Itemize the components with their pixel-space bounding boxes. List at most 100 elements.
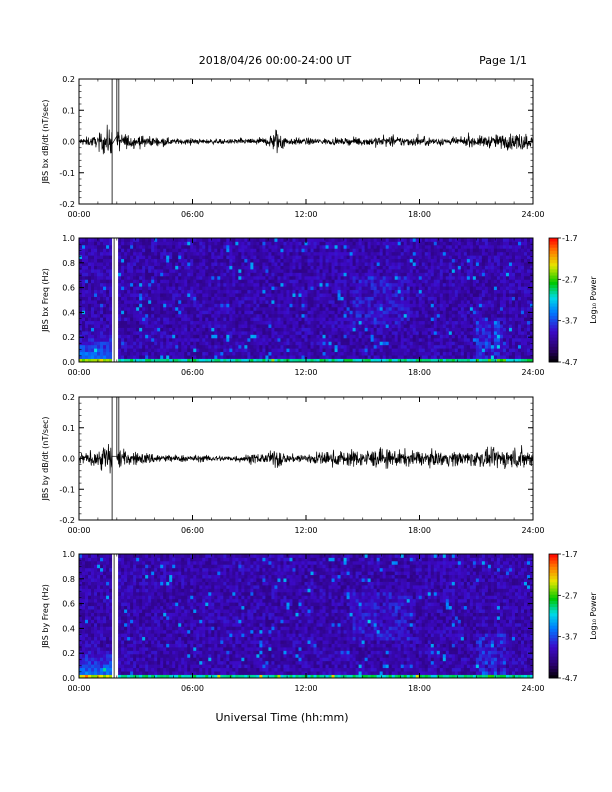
spectrogram-cell bbox=[376, 358, 381, 363]
spectrogram-cell bbox=[187, 286, 191, 291]
spectrogram-cell bbox=[148, 251, 152, 256]
spectrogram-cell bbox=[256, 296, 260, 301]
spectrogram-cell bbox=[190, 355, 194, 359]
spectrogram-cell bbox=[361, 258, 366, 263]
spectrogram-cell bbox=[262, 238, 266, 242]
spectrogram-cell bbox=[376, 313, 381, 318]
spectrogram-cell bbox=[250, 331, 254, 335]
spectrogram-cell bbox=[199, 341, 203, 346]
spectrogram-cell bbox=[328, 327, 332, 332]
spectrogram-cell bbox=[298, 327, 302, 332]
spectrogram-cell bbox=[103, 248, 107, 253]
spectrogram-cell bbox=[217, 296, 221, 301]
spectrogram-cell bbox=[154, 258, 158, 263]
spectrogram-cell bbox=[340, 317, 344, 322]
spectrogram-cell bbox=[280, 238, 284, 242]
spectrogram-cell bbox=[460, 303, 465, 308]
spectrogram-cell bbox=[226, 279, 230, 284]
spectrogram-cell bbox=[286, 238, 290, 242]
spectrogram-cell bbox=[256, 275, 260, 280]
spectrogram-cell bbox=[406, 269, 411, 273]
spectrogram-cell bbox=[292, 313, 296, 318]
spectrogram-cell bbox=[268, 238, 272, 242]
spectrogram-cell bbox=[364, 244, 369, 249]
spectrogram-cell bbox=[94, 248, 98, 253]
spectrogram-cell bbox=[340, 258, 344, 263]
spectrogram-cell bbox=[454, 269, 459, 273]
spectrogram-cell bbox=[337, 313, 341, 318]
spectrogram-cell bbox=[394, 248, 399, 253]
spectrogram-cell bbox=[442, 348, 447, 353]
spectrogram-cell bbox=[268, 244, 272, 249]
spectrogram-cell bbox=[445, 279, 450, 284]
spectrogram-cell bbox=[79, 320, 83, 325]
spectrogram-cell bbox=[478, 306, 483, 311]
spectrogram-cell bbox=[220, 241, 224, 246]
spectrogram-cell bbox=[328, 317, 332, 322]
spectrogram-cell bbox=[427, 324, 432, 328]
spectrogram-cell bbox=[391, 303, 396, 308]
spectrogram-cell bbox=[196, 313, 200, 318]
spectrogram-cell bbox=[331, 358, 335, 363]
spectrogram-cell bbox=[247, 258, 251, 263]
spectrogram-cell bbox=[364, 258, 369, 263]
spectrogram-cell bbox=[82, 265, 86, 270]
spectrogram-cell bbox=[88, 258, 92, 263]
spectrogram-cell bbox=[415, 334, 420, 339]
spectrogram-cell bbox=[331, 348, 335, 353]
spectrogram-cell bbox=[235, 244, 239, 249]
spectrogram-cell bbox=[370, 313, 375, 318]
spectrogram-cell bbox=[346, 296, 350, 301]
spectrogram-cell bbox=[400, 289, 405, 294]
spectrogram-cell bbox=[478, 241, 483, 246]
spectrogram-cell bbox=[421, 265, 426, 270]
spectrogram-cell bbox=[319, 300, 323, 304]
spectrogram-cell bbox=[214, 306, 218, 311]
spectrogram-cell bbox=[205, 251, 209, 256]
spectrogram-cell bbox=[82, 355, 86, 359]
spectrogram-cell bbox=[259, 313, 263, 318]
spectrogram-cell bbox=[142, 282, 146, 287]
spectrogram-cell bbox=[469, 327, 474, 332]
spectrogram-cell bbox=[106, 289, 110, 294]
spectrogram-cell bbox=[463, 286, 468, 291]
spectrogram-cell bbox=[193, 324, 197, 328]
spectrogram-cell bbox=[469, 296, 474, 301]
spectrogram-cell bbox=[136, 296, 140, 301]
spectrogram-cell bbox=[415, 344, 420, 349]
spectrogram-cell bbox=[271, 269, 275, 273]
spectrogram-cell bbox=[166, 337, 170, 342]
spectrogram-cell bbox=[199, 351, 203, 356]
spectrogram-cell bbox=[316, 337, 320, 342]
spectrogram-cell bbox=[154, 324, 158, 328]
spectrogram-cell bbox=[133, 344, 137, 349]
spectrogram-cell bbox=[85, 358, 89, 363]
spectrogram-cell bbox=[361, 282, 366, 287]
spectrogram-cell bbox=[268, 258, 272, 263]
spectrogram-cell bbox=[151, 324, 155, 328]
spectrogram-cell bbox=[109, 324, 113, 328]
spectrogram-cell bbox=[139, 265, 143, 270]
spectrogram-cell bbox=[445, 262, 450, 266]
spectrogram-cell bbox=[199, 331, 203, 335]
spectrogram-cell bbox=[109, 303, 113, 308]
spectrogram-cell bbox=[433, 275, 438, 280]
spectrogram-cell bbox=[373, 313, 378, 318]
spectrogram-cell bbox=[100, 306, 104, 311]
spectrogram-cell bbox=[415, 265, 420, 270]
spectrogram-cell bbox=[328, 344, 332, 349]
spectrogram-cell bbox=[307, 313, 311, 318]
spectrogram-cell bbox=[298, 306, 302, 311]
spectrogram-cell bbox=[382, 255, 387, 260]
spectrogram-cell bbox=[334, 320, 338, 325]
spectrogram-cell bbox=[337, 279, 341, 284]
spectrogram-cell bbox=[442, 262, 447, 266]
spectrogram-cell bbox=[406, 279, 411, 284]
spectrogram-cell bbox=[406, 331, 411, 335]
spectrogram-cell bbox=[298, 238, 302, 242]
spectrogram-cell bbox=[415, 238, 420, 242]
spectrogram-cell bbox=[376, 244, 381, 249]
spectrogram-cell bbox=[286, 324, 290, 328]
spectrogram-cell bbox=[208, 262, 212, 266]
spectrogram-cell bbox=[367, 306, 372, 311]
